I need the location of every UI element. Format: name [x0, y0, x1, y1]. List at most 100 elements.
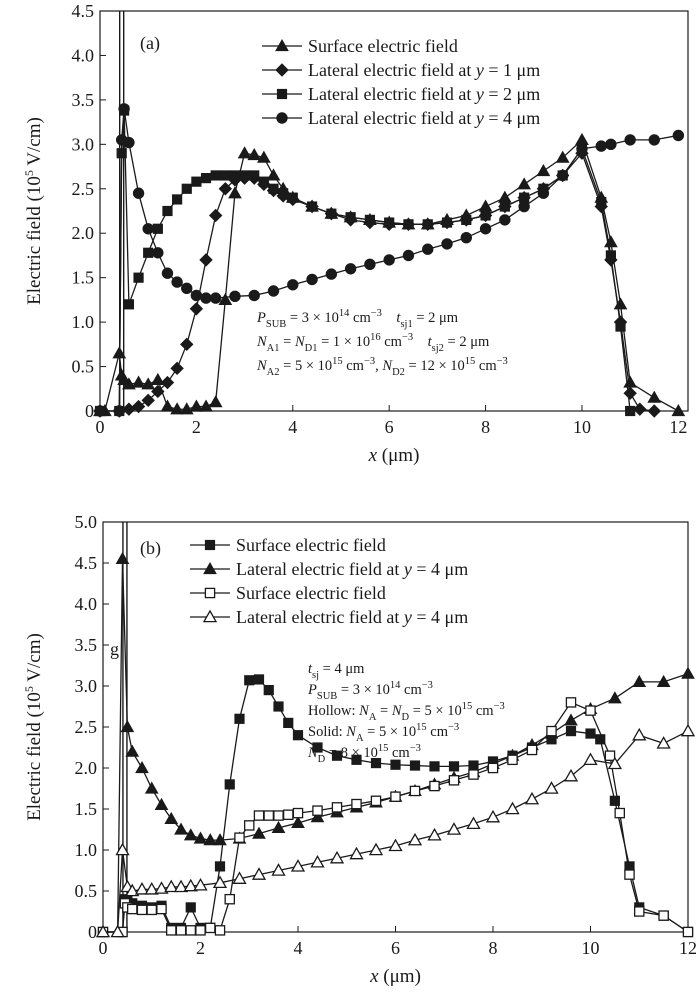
data-point — [154, 797, 169, 810]
data-point — [370, 795, 382, 807]
data-point — [133, 272, 144, 283]
legend-item: Lateral electric field at y = 4 μm — [262, 108, 540, 128]
data-point — [446, 822, 462, 835]
data-point — [141, 393, 155, 408]
y-tick-label: 3.0 — [75, 676, 98, 696]
data-point — [180, 337, 194, 352]
data-point — [271, 820, 286, 833]
legend-item: Lateral electric field at y = 2 μm — [262, 84, 540, 104]
data-point — [364, 214, 376, 225]
data-point — [331, 802, 343, 813]
data-point — [224, 893, 235, 905]
data-point — [271, 863, 286, 876]
y-tick-label: 0 — [88, 922, 97, 942]
data-point — [253, 674, 265, 685]
data-point — [229, 290, 241, 303]
data-point — [460, 231, 472, 244]
data-point — [234, 713, 245, 724]
data-point — [499, 214, 511, 226]
data-point — [448, 761, 460, 772]
x-tick-label: 0 — [99, 938, 108, 958]
data-point — [144, 882, 159, 895]
data-point — [131, 399, 146, 414]
data-point — [282, 809, 294, 820]
data-point — [218, 182, 233, 196]
annotation-line: NA2 = 5 × 1015 cm−3, ND2 = 12 × 1015 cm−… — [256, 356, 508, 378]
data-point — [656, 674, 671, 687]
data-point — [249, 170, 260, 181]
data-point — [429, 761, 440, 772]
data-point — [113, 405, 125, 417]
data-point — [160, 375, 175, 390]
data-point — [487, 762, 499, 774]
x-tick-label: 4 — [294, 938, 303, 958]
data-point — [585, 705, 596, 716]
legend-marker — [204, 587, 216, 599]
data-point — [123, 136, 135, 149]
legend-item: Lateral electric field at y = 4 μm — [190, 559, 468, 579]
legend-label: Lateral electric field at y = 4 μm — [308, 108, 540, 128]
legend-marker — [276, 88, 288, 100]
legend-label: Surface electric field — [236, 583, 386, 603]
data-point — [565, 726, 577, 737]
data-point — [94, 405, 106, 417]
data-point — [171, 276, 183, 288]
data-point — [234, 832, 245, 843]
data-point — [95, 924, 111, 938]
annotation-line: Hollow: NA = ND = 5 × 1015 cm−3 — [308, 701, 505, 723]
x-tick-label: 8 — [481, 417, 490, 437]
data-point — [172, 194, 183, 205]
y-tick-label: 1.5 — [72, 268, 95, 288]
data-point — [388, 838, 403, 852]
x-tick-label: 6 — [391, 938, 400, 958]
data-point — [214, 925, 226, 936]
data-point — [195, 925, 206, 936]
data-point — [193, 877, 208, 891]
legend-label: Surface electric field — [236, 535, 386, 555]
data-point — [218, 292, 233, 305]
panel-label: (a) — [140, 33, 160, 54]
data-point — [162, 205, 173, 217]
y-tick-label: 4.0 — [72, 45, 95, 65]
data-point — [214, 861, 226, 872]
data-point — [185, 925, 196, 936]
data-point — [403, 219, 414, 230]
data-point — [204, 922, 216, 934]
data-point — [232, 871, 247, 884]
x-tick-label: 12 — [669, 417, 687, 437]
panel-label: (b) — [140, 538, 161, 559]
data-point — [208, 395, 223, 408]
y-tick-label: 1.0 — [72, 312, 95, 332]
data-point — [120, 719, 135, 733]
data-point — [181, 282, 193, 295]
data-point — [306, 201, 318, 212]
data-point — [183, 828, 198, 841]
data-point — [615, 321, 626, 332]
data-point — [154, 881, 169, 894]
legend: Surface electric field Lateral electric f… — [190, 535, 468, 627]
series-3 — [97, 697, 694, 938]
y-tick-label: 2.5 — [72, 179, 95, 199]
data-point — [125, 883, 140, 897]
data-point — [253, 810, 265, 821]
data-point — [208, 208, 223, 223]
legend-label: Lateral electric field at y = 4 μm — [236, 559, 468, 579]
data-point — [122, 377, 136, 390]
x-axis-label: x (μm) — [369, 966, 421, 987]
y-tick-label: 2.0 — [75, 758, 98, 778]
data-point — [239, 170, 250, 181]
data-point — [326, 208, 337, 219]
data-point — [131, 375, 146, 388]
data-point — [170, 361, 184, 376]
annotation-line: PSUB = 3 × 1014 cm−3 tsj1 = 2 μm — [256, 308, 459, 330]
data-point — [507, 754, 518, 766]
data-point — [441, 217, 453, 228]
data-point — [263, 810, 274, 821]
data-point — [146, 904, 157, 916]
data-point — [624, 869, 635, 880]
legend-label: Lateral electric field at y = 1 μm — [308, 60, 540, 80]
data-point — [384, 217, 395, 228]
data-point — [283, 717, 294, 728]
data-point — [383, 254, 395, 266]
x-tick-label: 10 — [573, 417, 591, 437]
